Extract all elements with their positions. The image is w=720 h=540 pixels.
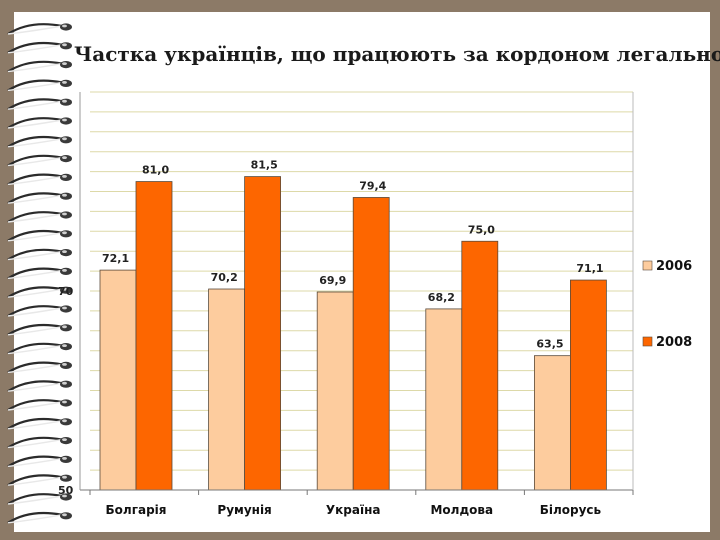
spiral-ring: [7, 305, 72, 317]
spiral-ring: [7, 173, 72, 186]
bar-2008-4: [570, 279, 607, 491]
bar-2008-0: [135, 181, 173, 491]
data-label: 63,5: [536, 338, 563, 351]
y-tick-label: 50: [58, 484, 74, 497]
bar-2006-3: [425, 308, 463, 491]
data-label: 69,9: [319, 274, 346, 287]
spiral-ring: [7, 380, 72, 393]
bar-2006-4: [534, 355, 571, 491]
axes: 70 50 Болгарія Румунія Україна Молдова Білорус…: [58, 92, 634, 517]
spiral-ring: [7, 323, 72, 336]
bars: [99, 176, 607, 491]
spiral-ring: [7, 248, 72, 261]
spiral-binding-icon: [7, 23, 72, 524]
data-label: 68,2: [428, 291, 455, 304]
spiral-ring: [7, 436, 72, 449]
legend-label: 2008: [656, 335, 692, 350]
spiral-ring: [7, 286, 72, 299]
spiral-ring: [7, 79, 72, 92]
spiral-ring: [7, 41, 72, 54]
spiral-ring: [7, 192, 72, 205]
spiral-ring: [7, 361, 72, 374]
spiral-ring: [7, 154, 72, 167]
legend-label: 2006: [656, 259, 692, 274]
bar-2008-3: [461, 240, 499, 491]
y-tick-label: 70: [58, 285, 74, 298]
data-label: 72,1: [102, 252, 129, 265]
bar-2006-1: [208, 288, 246, 491]
bar-2006-0: [99, 269, 137, 491]
data-label: 75,0: [468, 223, 495, 236]
spiral-ring: [7, 474, 72, 487]
spiral-ring: [7, 417, 72, 430]
spiral-ring: [7, 511, 72, 524]
legend-swatch: [642, 336, 653, 347]
category-label: Болгарія: [106, 503, 167, 517]
category-label: Молдова: [430, 503, 493, 517]
bar-2008-1: [244, 176, 282, 491]
bar-2006-2: [316, 291, 354, 491]
spiral-ring: [7, 23, 72, 35]
data-label: 71,1: [576, 262, 603, 275]
legend: 2006 2008: [642, 259, 692, 350]
legend-swatch: [642, 260, 653, 271]
spiral-ring: [7, 493, 72, 505]
spiral-ring: [7, 117, 72, 129]
data-label: 79,4: [359, 179, 386, 192]
category-label: Румунія: [217, 503, 271, 517]
spiral-ring: [7, 135, 72, 148]
chart-title: Частка українців, що працюють за кордоно…: [74, 42, 720, 66]
category-label: Україна: [326, 503, 381, 517]
data-labels: 72,1 81,0 70,2 81,5 69,9 79,4 68,2 75,0 63,5 71,1: [102, 159, 604, 351]
spiral-ring: [7, 60, 72, 73]
spiral-ring: [7, 342, 72, 355]
spiral-ring: [7, 399, 72, 411]
data-label: 70,2: [211, 271, 238, 284]
spiral-ring: [7, 211, 72, 223]
bar-2008-2: [352, 197, 390, 491]
spiral-ring: [7, 267, 72, 280]
spiral-ring: [7, 98, 72, 111]
spiral-ring: [7, 455, 72, 468]
spiral-ring: [7, 229, 72, 242]
category-label: Білорусь: [540, 503, 602, 517]
data-label: 81,5: [251, 159, 278, 172]
data-label: 81,0: [142, 164, 169, 177]
